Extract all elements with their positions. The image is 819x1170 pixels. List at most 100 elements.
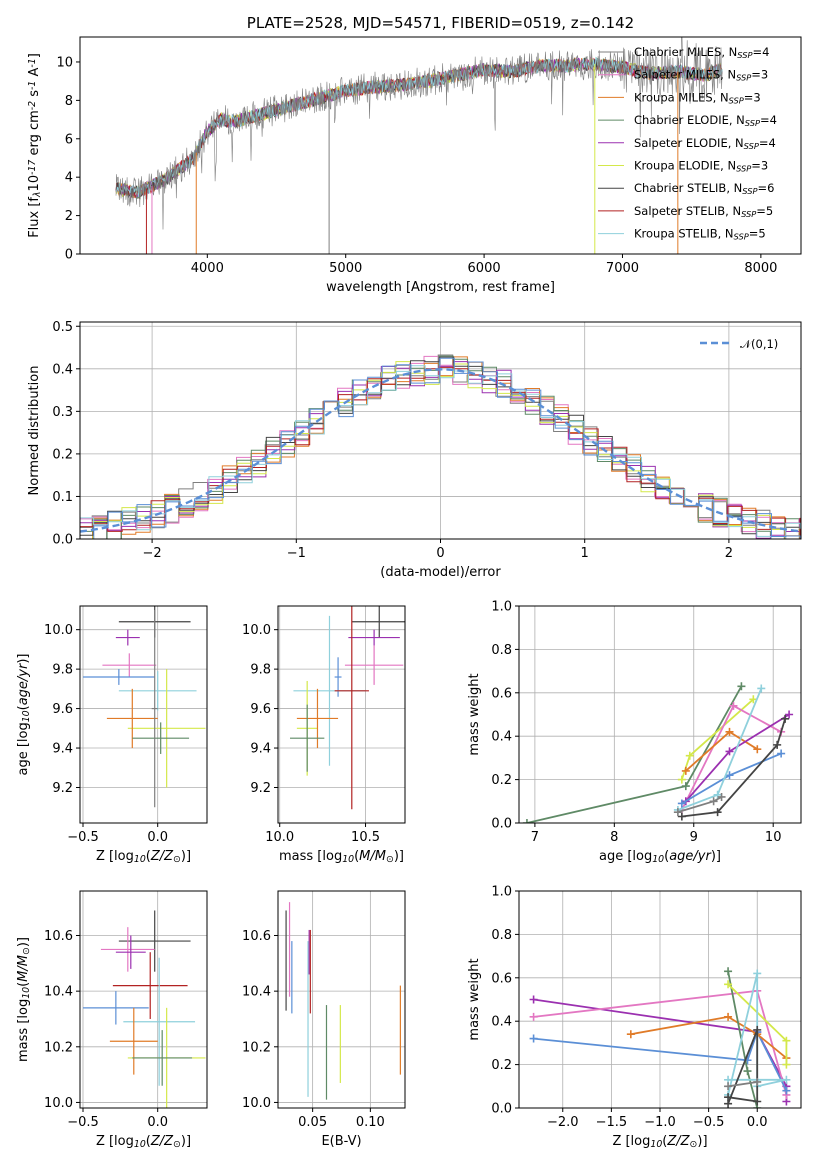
mass-weight-marker — [529, 1034, 538, 1043]
legend-label: Kroupa STELIB, NSSP=5 — [634, 227, 766, 242]
y-axis-label: Normed distribution — [27, 366, 42, 496]
mass-weight-marker — [757, 684, 766, 693]
axes-frame — [79, 605, 208, 824]
x-axis-label: wavelength [Angstrom, rest frame] — [326, 280, 555, 295]
y-tick-label: 0.5 — [52, 320, 73, 335]
y-tick-label: 0.0 — [491, 1102, 512, 1117]
mass-weight-line — [727, 1029, 759, 1105]
residual-histogram-step — [80, 355, 801, 539]
legend-label: Salpeter MILES, NSSP=3 — [634, 68, 768, 83]
mass-weight-marker — [743, 1067, 752, 1076]
mass-weight-marker — [717, 792, 726, 801]
mass-weight-marker — [685, 751, 694, 760]
x-axis-label: E(B-V) — [321, 1134, 361, 1149]
x-tick-label: 2 — [725, 546, 733, 561]
mass-weight-marker — [724, 980, 733, 989]
y-tick-label: 10.2 — [44, 1040, 73, 1055]
axes-frame — [518, 890, 802, 1109]
y-axis-label: age [log10(age/yr)] — [16, 653, 32, 775]
y-tick-label: 0 — [65, 248, 73, 263]
y-tick-label: 1.0 — [491, 885, 512, 900]
mass-vs-Z-panel: −0.5 0.0 10.0 10.2 10.4 10.6 Z [log10(Z/Z⊙)] ma… — [16, 890, 208, 1150]
y-axis-label: Flux [fλ10-17 erg cm-2 s-1 A-1] — [27, 53, 43, 238]
chart-title: PLATE=2528, MJD=54571, FIBERID=0519, z=0… — [247, 14, 634, 32]
mass-weight-marker — [782, 1075, 791, 1084]
y-tick-label: 2 — [65, 209, 73, 224]
x-tick-label: −0.5 — [67, 830, 99, 845]
legend-label: Chabrier ELODIE, NSSP=4 — [634, 113, 777, 128]
mass-weight-marker — [725, 747, 734, 756]
residual-histogram-step — [80, 366, 801, 539]
x-tick-label: −2.0 — [547, 1115, 579, 1130]
mass-weight-marker — [753, 1025, 762, 1034]
axes-frame — [518, 605, 802, 824]
mass-weight-marker — [782, 1036, 791, 1045]
x-axis-label: Z [log10(Z/Z⊙)] — [96, 849, 191, 865]
y-tick-label: 1.0 — [491, 600, 512, 615]
y-tick-label: 10.4 — [44, 985, 73, 1000]
mass-weight-marker — [677, 799, 686, 808]
legend-label: Kroupa MILES, NSSP=3 — [634, 90, 761, 105]
x-tick-label: 8000 — [744, 261, 777, 276]
y-tick-label: 10.0 — [242, 623, 271, 638]
mass-weight-marker — [681, 766, 690, 775]
y-tick-label: 10.6 — [242, 929, 271, 944]
y-tick-label: 0.3 — [52, 405, 73, 420]
x-axis-label: Z [log10(Z/Z⊙)] — [96, 1134, 191, 1150]
gaussian-reference-curve — [80, 368, 801, 533]
x-tick-label: −1.5 — [596, 1115, 628, 1130]
mass-weight-marker — [522, 819, 531, 823]
mass-weight-marker — [713, 808, 722, 817]
y-tick-label: 0.0 — [52, 533, 73, 548]
x-tick-label: 1 — [581, 546, 589, 561]
residual-histogram-panel: −2 −1 0 1 2 0.0 0.1 0.2 0.3 0.4 0.5 𝒩(0,1) (data-mod… — [27, 320, 802, 580]
x-tick-label: 10.5 — [351, 830, 380, 845]
mass-weight-marker — [724, 967, 733, 976]
y-tick-label: 9.8 — [250, 663, 271, 678]
mass-weight-line — [533, 1029, 788, 1092]
mass-weight-marker — [677, 812, 686, 821]
mass-weight-marker — [677, 775, 686, 784]
legend-label: Kroupa ELODIE, NSSP=3 — [634, 159, 768, 174]
y-tick-label: 10.0 — [44, 623, 73, 638]
weight-vs-age-panel: 7 8 9 10 0.0 0.2 0.4 0.6 0.8 1.0 age [log10(age/yr… — [467, 600, 802, 865]
y-tick-label: 9.8 — [52, 663, 73, 678]
axes-frame — [277, 605, 406, 824]
legend-label: Chabrier MILES, NSSP=4 — [634, 45, 769, 60]
x-tick-label: 7000 — [606, 261, 639, 276]
y-tick-label: 0.8 — [491, 643, 512, 658]
residual-histogram-step — [80, 361, 801, 539]
mass-vs-EBV-panel: 0.05 0.10 10.0 10.2 10.4 10.6 E(B-V) — [242, 890, 406, 1149]
mass-weight-marker — [753, 1097, 762, 1106]
y-tick-label: 6 — [65, 132, 73, 147]
y-tick-label: 0.4 — [491, 1015, 512, 1030]
mass-weight-marker — [782, 1086, 791, 1095]
y-tick-label: 0.2 — [52, 447, 73, 462]
mass-weight-marker — [782, 1060, 791, 1069]
y-tick-label: 0.6 — [491, 971, 512, 986]
mass-weight-marker — [724, 1099, 733, 1108]
mass-weight-line — [630, 1015, 787, 1059]
y-tick-label: 9.6 — [52, 702, 73, 717]
y-tick-label: 0.6 — [491, 686, 512, 701]
spectrum-series-line — [115, 37, 723, 230]
residual-histogram-step — [80, 357, 801, 539]
mass-weight-marker — [773, 740, 782, 749]
x-tick-label: 5000 — [329, 261, 362, 276]
legend-label: 𝒩(0,1) — [740, 337, 778, 351]
mass-weight-marker — [725, 771, 734, 780]
mass-weight-marker — [737, 682, 746, 691]
mass-weight-line — [681, 718, 786, 818]
axes-frame — [277, 890, 406, 1109]
residual-histogram-step — [80, 365, 801, 539]
mass-weight-marker — [729, 701, 738, 710]
y-axis-label: mass weight — [467, 673, 482, 755]
spectrum-panel: PLATE=2528, MJD=54571, FIBERID=0519, z=0… — [27, 14, 802, 295]
x-tick-label: 4000 — [191, 261, 224, 276]
mass-weight-marker — [673, 808, 682, 817]
y-tick-label: 9.4 — [250, 742, 271, 757]
weight-vs-Z-panel: −2.0 −1.5 −1.0 −0.5 0.0 0.0 0.2 0.4 0.6 0.8 1.0 Z [… — [467, 885, 802, 1150]
x-axis-label: Z [log10(Z/Z⊙)] — [612, 1134, 707, 1150]
mass-weight-marker — [753, 969, 762, 978]
x-tick-label: 0.0 — [147, 1115, 168, 1130]
